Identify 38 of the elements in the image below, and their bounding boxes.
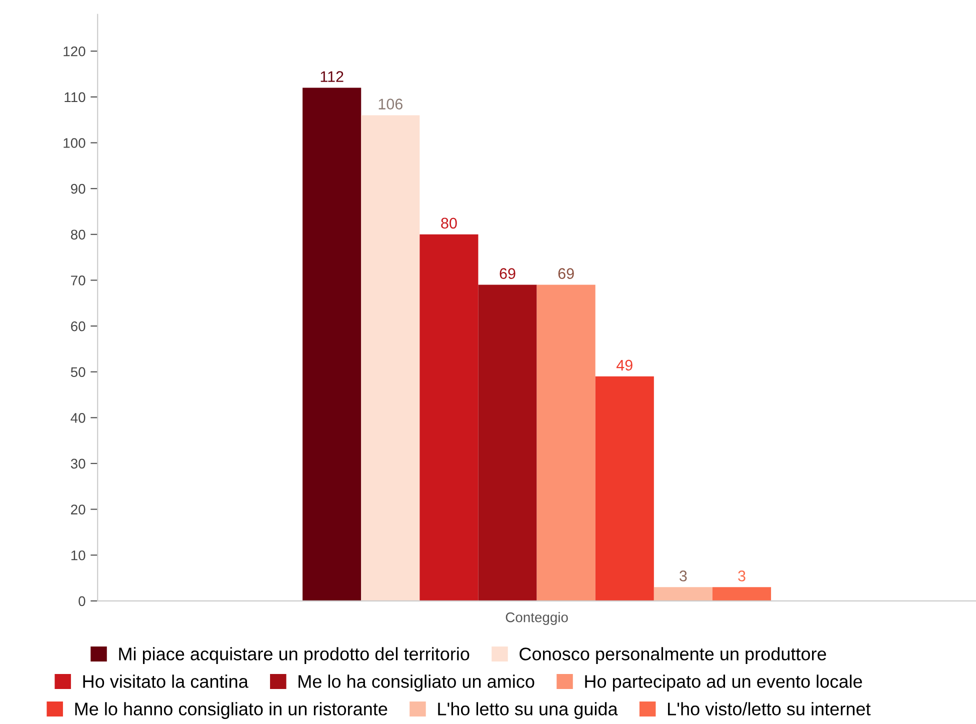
y-tick-label: 120 xyxy=(64,46,86,56)
legend-label: Conosco personalmente un produttore xyxy=(520,647,826,664)
y-tick-label: 50 xyxy=(70,367,86,378)
legend-label: L'ho letto su una guida xyxy=(438,702,618,719)
legend-label: Me lo hanno consigliato in un ristorante xyxy=(75,702,388,719)
y-tick-label: 110 xyxy=(64,92,86,102)
data-label: 3 xyxy=(738,570,746,582)
bar xyxy=(361,115,420,601)
y-tick-label: 100 xyxy=(64,138,86,148)
y-tick-label: 0 xyxy=(78,596,86,606)
data-label: 3 xyxy=(680,570,687,582)
data-label: 80 xyxy=(441,218,457,229)
legend-label: Ho partecipato ad un evento locale xyxy=(585,674,862,692)
data-label: 112 xyxy=(320,71,344,82)
bar xyxy=(420,234,478,601)
y-tick-label: 60 xyxy=(71,321,86,332)
y-tick-label: 20 xyxy=(71,504,86,514)
bar xyxy=(302,88,362,601)
data-label: 69 xyxy=(500,268,516,279)
bar xyxy=(478,284,537,601)
y-tick-label: 80 xyxy=(70,230,86,240)
data-label: 49 xyxy=(616,360,632,371)
legend-label: L'ho visto/letto su internet xyxy=(668,702,871,716)
y-tick-label: 10 xyxy=(71,550,86,560)
y-tick-label: 70 xyxy=(71,276,86,286)
y-tick-label: 40 xyxy=(70,412,86,423)
data-label: 69 xyxy=(558,268,574,279)
y-tick-label: 90 xyxy=(71,184,86,194)
data-label: 106 xyxy=(378,98,402,110)
bar xyxy=(654,587,712,601)
y-tick-label: 30 xyxy=(70,458,86,469)
bar xyxy=(536,284,596,601)
bar xyxy=(595,376,654,601)
x-tick-label: Conteggio xyxy=(506,612,568,625)
legend-label: Me lo ha consigliato un amico xyxy=(298,674,534,692)
legend-label: Mi piace acquistare un prodotto del territorio xyxy=(119,647,470,664)
bar xyxy=(712,587,772,601)
legend-label: Ho visitato la cantina xyxy=(83,674,248,688)
